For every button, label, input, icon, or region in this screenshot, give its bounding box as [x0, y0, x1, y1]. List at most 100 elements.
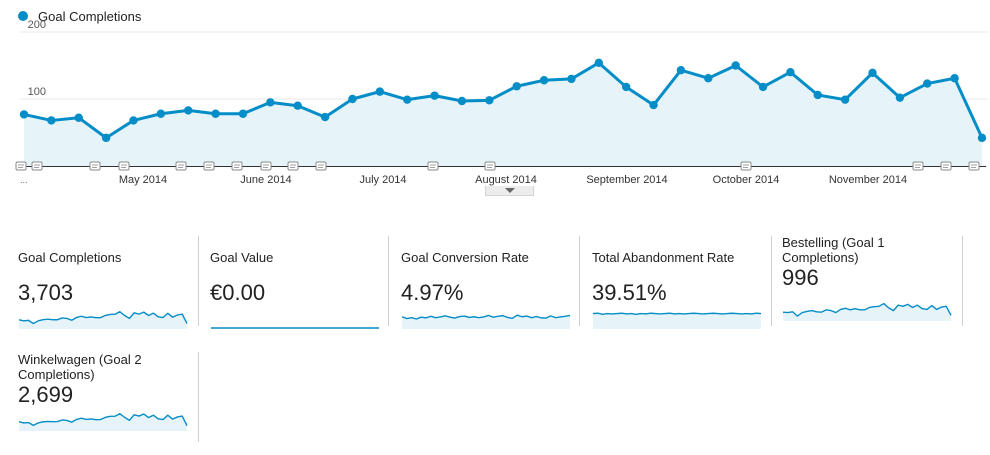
y-tick-label: 100 [28, 86, 46, 98]
scorecard-sparkline [211, 327, 379, 329]
data-point[interactable] [649, 100, 658, 110]
data-point[interactable] [129, 116, 138, 125]
data-point[interactable] [184, 106, 193, 115]
x-tick-label: November 2014 [829, 174, 907, 186]
data-point[interactable] [840, 95, 850, 104]
sparkline-line [592, 312, 762, 316]
data-point[interactable] [485, 96, 494, 105]
scorecard-winkelwagen-completions[interactable]: Winkelwagen (Goal 2 Completions) 2,699 [18, 352, 193, 447]
sparkline-area [783, 303, 951, 321]
chevron-down-icon [505, 188, 515, 193]
data-point[interactable] [539, 76, 549, 85]
scorecard-divider [388, 236, 389, 326]
scorecard-value: €0.00 [210, 280, 266, 305]
data-point[interactable] [923, 79, 932, 88]
scorecard-goal-value[interactable]: Goal Value €0.00 [210, 250, 391, 345]
chart-legend: Goal Completions [18, 6, 141, 26]
data-point[interactable] [47, 116, 56, 125]
sparkline-line [18, 310, 188, 325]
legend-dot [18, 11, 28, 21]
x-tick-label: August 2014 [475, 174, 537, 186]
scorecard-sparkline [592, 312, 762, 329]
scorecard-divider [579, 236, 580, 326]
scorecard-bestelling-completions[interactable]: Bestelling (Goal 1 Completions) 996 [782, 235, 952, 330]
sparkline-area [19, 311, 187, 329]
x-tick-label: May 2014 [119, 174, 167, 186]
data-point[interactable] [758, 82, 768, 92]
data-point[interactable] [320, 112, 330, 122]
data-point[interactable] [430, 91, 439, 100]
data-point[interactable] [676, 65, 686, 75]
annotation-marker-icon[interactable] [203, 161, 215, 171]
data-point[interactable] [19, 110, 29, 119]
scorecard-divider [962, 236, 963, 326]
data-point[interactable] [238, 109, 248, 118]
scorecard-goal-completions[interactable]: Goal Completions 3,703 [18, 250, 199, 345]
data-point[interactable] [731, 61, 740, 70]
scorecard-divider [198, 236, 199, 326]
data-point[interactable] [375, 87, 385, 96]
scorecard-sparkline [401, 314, 571, 329]
data-point[interactable] [950, 74, 959, 83]
x-tick-label: September 2014 [586, 174, 667, 186]
legend-label: Goal Completions [38, 8, 142, 24]
scorecard-value: 3,703 [18, 280, 74, 305]
annotation-marker-icon[interactable] [231, 161, 243, 171]
annotation-marker-icon[interactable] [315, 161, 327, 171]
annotation-marker-icon[interactable] [118, 161, 130, 171]
data-point[interactable] [156, 109, 166, 118]
annotation-marker-icon[interactable] [175, 161, 187, 171]
data-point[interactable] [457, 96, 467, 106]
scorecard-value: 39.51% [592, 280, 667, 305]
scorecard-label: Goal Completions [18, 250, 122, 265]
data-point[interactable] [621, 82, 631, 92]
data-point[interactable] [293, 101, 302, 110]
sparkline-area [593, 313, 761, 329]
scorecard-label: Total Abandonment Rate [592, 250, 735, 265]
scorecard-sparkline [18, 413, 188, 431]
scorecard-label: Winkelwagen (Goal 2 Completions) [18, 352, 142, 382]
data-point[interactable] [567, 74, 576, 84]
goal-completions-chart: 100 200 May 2014 June 2014 July 2014 August 2… [15, 19, 988, 186]
scorecard-total-abandonment-rate[interactable]: Total Abandonment Rate 39.51% [592, 250, 773, 345]
scorecard-divider [771, 236, 772, 326]
annotation-marker-icon[interactable] [15, 161, 27, 171]
scorecard-value: 2,699 [18, 382, 74, 407]
annotation-marker-icon[interactable] [427, 161, 439, 171]
annotation-marker-icon[interactable] [484, 161, 496, 171]
x-tick-label: June 2014 [240, 174, 291, 186]
data-point[interactable] [786, 68, 795, 77]
annotation-marker-icon[interactable] [89, 161, 101, 171]
sparkline-line [782, 302, 952, 317]
annotation-marker-icon[interactable] [260, 161, 272, 171]
data-point[interactable] [895, 93, 905, 102]
data-point[interactable] [704, 74, 713, 83]
x-tick-label: October 2014 [713, 174, 780, 186]
scorecard-label: Goal Conversion Rate [401, 250, 529, 265]
data-point[interactable] [211, 109, 220, 118]
sparkline-area [19, 413, 187, 431]
sparkline-area [402, 315, 570, 329]
data-point[interactable] [813, 90, 822, 100]
x-tick-label: ... [20, 175, 28, 185]
data-point[interactable] [594, 58, 603, 68]
scorecard-goal-conversion-rate[interactable]: Goal Conversion Rate 4.97% [401, 250, 582, 345]
scorecard-value: 996 [782, 265, 819, 290]
data-point[interactable] [977, 133, 987, 143]
annotation-marker-icon[interactable] [968, 161, 980, 171]
data-point[interactable] [101, 133, 111, 143]
scorecard-sparkline [18, 310, 188, 329]
annotation-marker-icon[interactable] [287, 161, 299, 171]
data-point[interactable] [403, 95, 412, 104]
annotation-marker-icon[interactable] [740, 161, 752, 171]
chart-collapse-handle[interactable] [485, 186, 534, 196]
data-point[interactable] [74, 113, 83, 122]
data-point[interactable] [868, 68, 877, 78]
data-point[interactable] [512, 82, 521, 91]
data-point[interactable] [266, 98, 275, 107]
annotation-marker-icon[interactable] [940, 161, 952, 171]
annotation-marker-icon[interactable] [912, 161, 924, 171]
annotation-marker-icon[interactable] [31, 161, 43, 171]
data-point[interactable] [348, 94, 357, 104]
scorecard-value: 4.97% [401, 280, 464, 305]
